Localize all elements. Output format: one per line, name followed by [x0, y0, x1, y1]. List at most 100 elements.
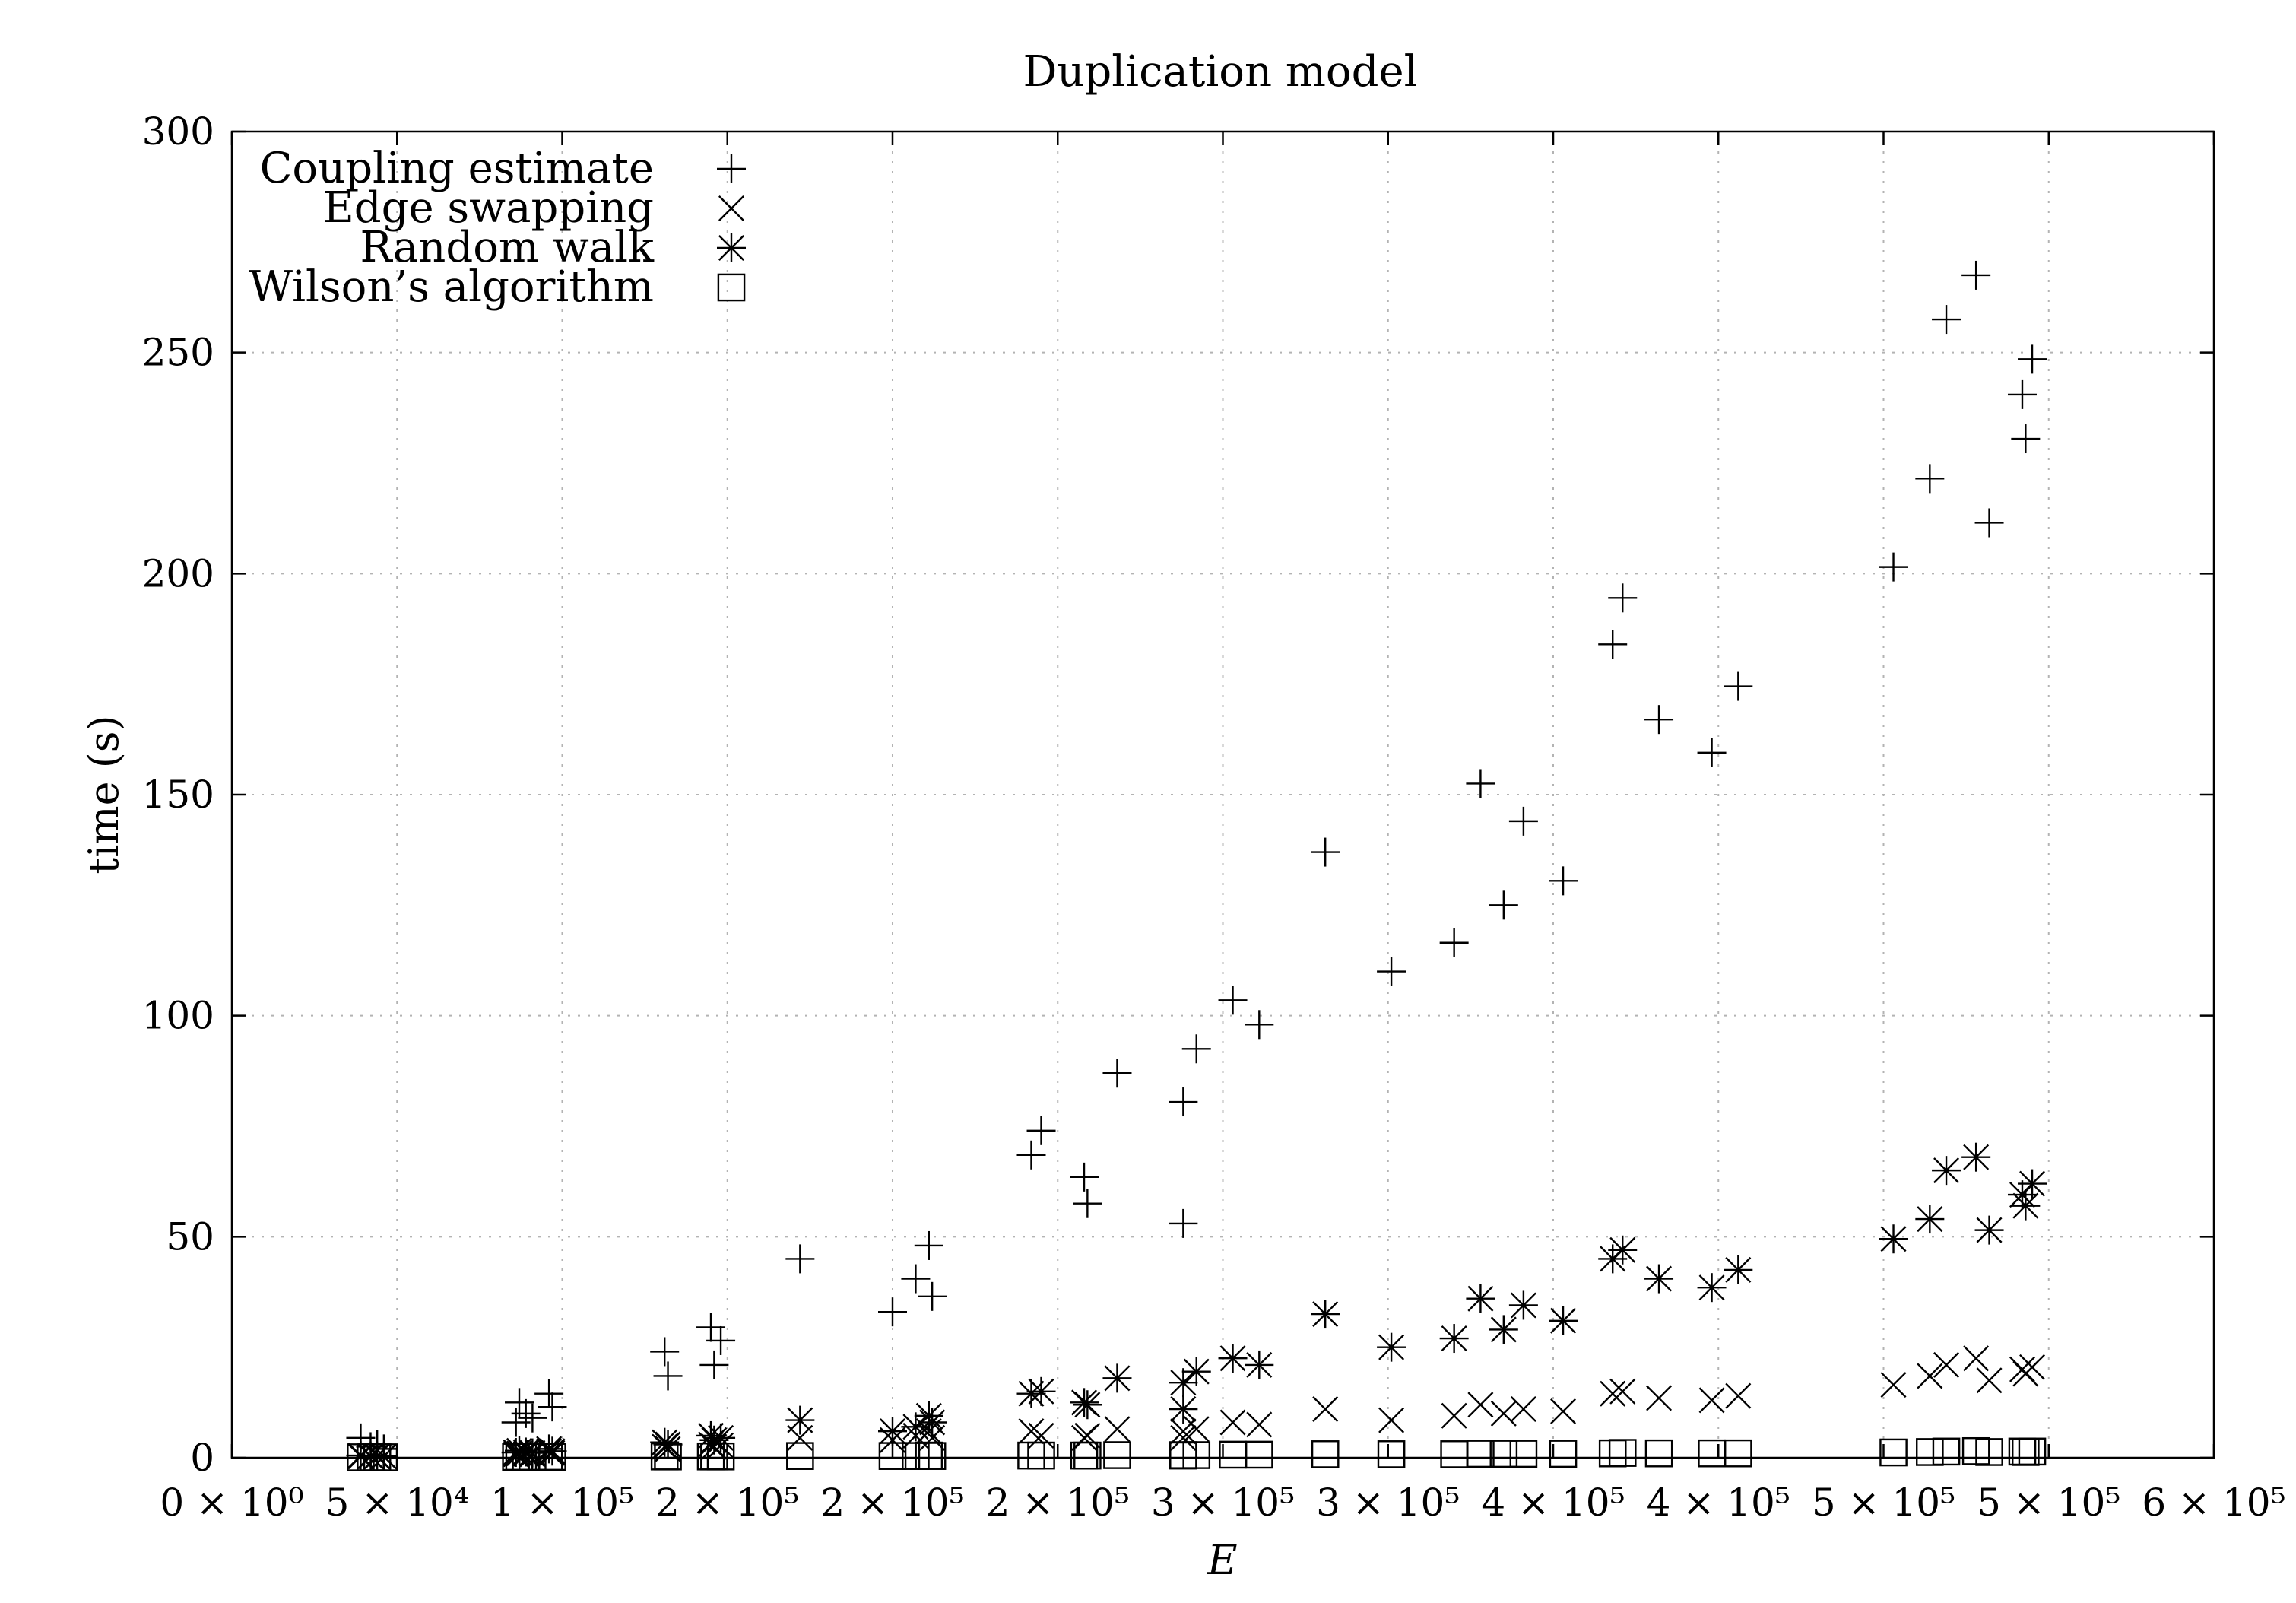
star-point [1169, 1395, 1198, 1424]
star-point [2018, 1169, 2047, 1198]
legend-entry: Coupling estimate [260, 144, 746, 193]
square-point [2018, 1437, 2047, 1466]
square-point [1509, 1440, 1538, 1468]
plus-point [1169, 1208, 1198, 1238]
star-point [1073, 1390, 1102, 1420]
cross-point [1074, 1422, 1101, 1449]
plus-point [918, 1281, 947, 1311]
star-point [918, 1408, 947, 1437]
cross-point [1104, 1416, 1131, 1443]
square-point [654, 1442, 682, 1471]
star-point [2011, 1191, 2041, 1221]
x-tick-label: 2 × 10⁵ [820, 1481, 964, 1525]
chart-title: Duplication model [1023, 47, 1417, 97]
series-star [346, 1142, 2047, 1471]
y-tick-label: 100 [142, 994, 214, 1038]
square-point [1975, 1438, 2003, 1466]
y-tick-label: 150 [142, 773, 214, 817]
cross-point [1963, 1345, 1990, 1372]
cross-point [2019, 1354, 2046, 1380]
star-point [1218, 1344, 1248, 1373]
legend-label: Wilson’s algorithm [249, 262, 654, 312]
x-axis-label: E [1207, 1536, 1237, 1584]
square-point [1489, 1440, 1518, 1468]
plus-point [1724, 671, 1753, 701]
cross-point [1725, 1382, 1752, 1409]
legend-label: Random walk [360, 223, 655, 272]
legend-marker-cross [718, 195, 744, 221]
plus-point [1549, 866, 1578, 896]
plus-point [914, 1230, 943, 1260]
square-point [1377, 1440, 1406, 1468]
plus-point [1102, 1059, 1132, 1088]
star-point [1974, 1215, 2004, 1245]
star-point [1549, 1306, 1578, 1335]
axis-ticks [230, 130, 2215, 1459]
cross-point [1933, 1351, 1960, 1378]
x-tick-label: 2 × 10⁵ [655, 1481, 799, 1525]
plus-point [1932, 305, 1961, 335]
star-point [1466, 1284, 1495, 1313]
star-point [1245, 1350, 1274, 1379]
plus-point [518, 1403, 547, 1433]
plus-point [1697, 738, 1727, 767]
star-point [1377, 1332, 1406, 1362]
star-point [1026, 1376, 1056, 1406]
cross-point [1441, 1402, 1467, 1429]
plus-point [1181, 1034, 1211, 1064]
cross-point [1378, 1407, 1405, 1433]
star-point [706, 1423, 736, 1452]
plus-point [1311, 837, 1340, 867]
plus-point [650, 1337, 680, 1367]
square-point [1245, 1440, 1273, 1469]
square-point [878, 1442, 907, 1470]
plus-point [1974, 508, 2004, 538]
y-tick-label: 250 [142, 331, 214, 375]
x-tick-label: 5 × 10⁵ [1812, 1481, 1955, 1525]
square-point [1103, 1441, 1131, 1469]
plus-point [2011, 424, 2041, 454]
legend-label: Edge swapping [323, 183, 654, 233]
star-point [1181, 1357, 1211, 1386]
square-point [1932, 1437, 1961, 1466]
star-point [699, 1425, 729, 1455]
plus-point [1245, 1010, 1274, 1040]
plus-point [1466, 769, 1495, 798]
legend-entry: Random walk [360, 223, 746, 272]
plus-point [1169, 1087, 1198, 1117]
cross-point [1976, 1367, 2003, 1394]
y-axis-tick-labels: 0 50 100 150 200 250 300 [142, 110, 214, 1480]
cross-point [1646, 1385, 1673, 1411]
plus-point [1026, 1116, 1056, 1145]
plus-point [1070, 1162, 1099, 1192]
square-point [918, 1442, 947, 1470]
y-tick-label: 50 [166, 1214, 214, 1259]
cross-point [1550, 1398, 1577, 1424]
square-point [706, 1442, 735, 1471]
plus-point [785, 1244, 815, 1274]
star-point [1932, 1156, 1961, 1186]
cross-point [1880, 1372, 1907, 1398]
plus-point [1073, 1189, 1102, 1218]
x-tick-label: 6 × 10⁵ [2142, 1481, 2285, 1525]
grid [232, 132, 2214, 1458]
plus-point [1439, 928, 1469, 957]
star-point [1915, 1205, 1945, 1234]
plus-point [1608, 583, 1638, 613]
plus-point [1016, 1140, 1046, 1170]
plus-point [1508, 806, 1538, 836]
star-point [1508, 1290, 1538, 1320]
square-point [786, 1442, 814, 1470]
plus-point [505, 1388, 534, 1417]
y-axis-label: time (s) [80, 715, 128, 874]
cross-point [1917, 1363, 1943, 1389]
star-point [1961, 1142, 1991, 1172]
star-point [1608, 1235, 1638, 1265]
plus-point [2007, 379, 2037, 409]
square-point [1311, 1440, 1340, 1468]
plus-point [1218, 986, 1248, 1015]
x-tick-label: 3 × 10⁵ [1151, 1481, 1295, 1525]
